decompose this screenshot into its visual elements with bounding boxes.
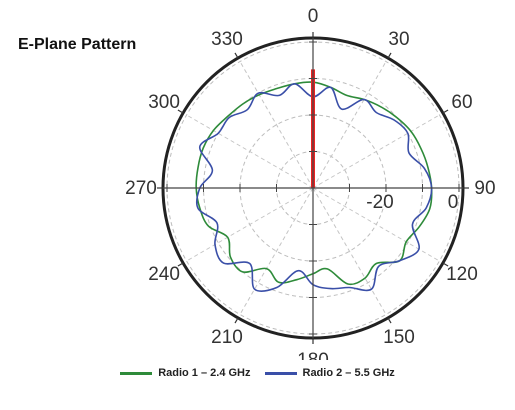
angle-label-0: 0 [308, 6, 319, 27]
legend-label-radio-1: Radio 1 – 2.4 GHz [158, 367, 251, 379]
angle-tick-mark [387, 52, 392, 59]
angle-label-330: 330 [211, 29, 243, 50]
angle-label-240: 240 [148, 264, 180, 285]
radial-label-0: 0 [448, 192, 459, 213]
grid-spoke [312, 114, 440, 189]
angle-label-210: 210 [211, 327, 243, 348]
grid-spoke [239, 187, 314, 315]
angle-label-300: 300 [148, 92, 180, 113]
tick-labels: 0 30 60 90 120 150 180 210 240 270 300 330 -20 0 [125, 6, 495, 360]
angle-label-270: 270 [125, 178, 157, 199]
angle-tick-mark [234, 317, 239, 324]
angle-tick-mark [442, 262, 449, 267]
angle-label-180: 180 [297, 350, 329, 360]
angle-label-150: 150 [383, 327, 415, 348]
angle-tick-mark [177, 262, 184, 267]
polar-chart: 0 30 60 90 120 150 180 210 240 270 300 330 -20 0 [125, 6, 495, 360]
legend-item-radio-2: Radio 2 – 5.5 GHz [264, 367, 395, 379]
legend-swatch-radio-2 [264, 371, 297, 375]
angle-label-90: 90 [474, 178, 495, 199]
angle-label-120: 120 [446, 264, 478, 285]
angle-tick-mark [387, 317, 392, 324]
radial-label--20: -20 [366, 192, 393, 213]
legend-label-radio-2: Radio 2 – 5.5 GHz [302, 367, 395, 379]
angle-label-60: 60 [451, 92, 472, 113]
legend-swatch-radio-1 [120, 371, 153, 375]
chart-title: E-Plane Pattern [18, 36, 137, 53]
angle-tick-mark [177, 109, 184, 114]
axis-layer [157, 32, 469, 344]
grid-spoke [186, 114, 314, 189]
legend-item-radio-1: Radio 1 – 2.4 GHz [120, 367, 251, 379]
legend: Radio 1 – 2.4 GHz Radio 2 – 5.5 GHz [0, 362, 515, 384]
angle-label-30: 30 [388, 29, 409, 50]
angle-tick-mark [234, 52, 239, 59]
grid-spoke [312, 61, 387, 189]
series-layer [195, 69, 433, 292]
grid-spoke [186, 187, 314, 262]
angle-tick-mark [442, 109, 449, 114]
grid-spoke [239, 61, 314, 189]
grid-spoke [312, 187, 387, 315]
